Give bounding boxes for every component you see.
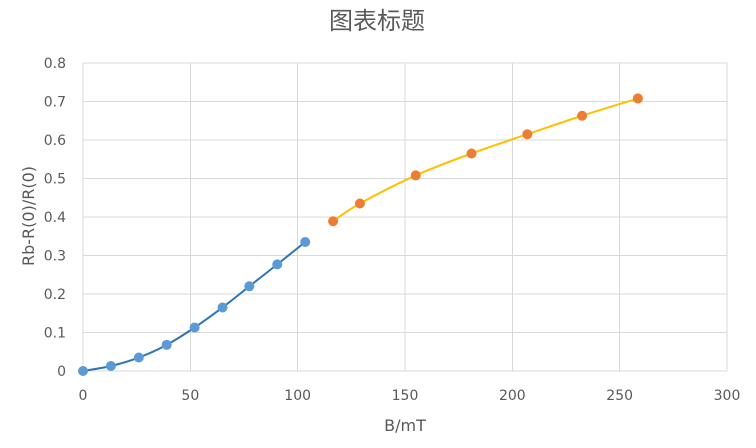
- y-axis-title: Rb-R(0)/R(0): [19, 166, 38, 266]
- data-point: [300, 237, 311, 248]
- data-point: [189, 322, 200, 333]
- y-tick-label: 0.5: [44, 172, 66, 188]
- data-point: [354, 198, 365, 209]
- x-tick-label: 300: [714, 388, 741, 404]
- data-point: [105, 360, 116, 371]
- x-tick-label: 250: [606, 388, 633, 404]
- data-point: [328, 216, 339, 227]
- data-point: [133, 352, 144, 363]
- series-line: [82, 241, 307, 372]
- y-tick-label: 0.6: [44, 133, 66, 149]
- data-point: [522, 129, 533, 140]
- data-point: [466, 148, 477, 159]
- series-2: [328, 93, 643, 227]
- chart-tick-labels: 0 50 100 150 200 250 300 0 0.1 0.2 0.3 0.4 0.5 0.6 0.7…: [44, 56, 741, 404]
- chart-axes: [82, 63, 727, 372]
- series-1: [78, 237, 311, 376]
- data-point: [161, 339, 172, 350]
- y-tick-label: 0.7: [44, 95, 66, 111]
- y-tick-label: 0.8: [44, 56, 66, 72]
- chart-series: [78, 93, 643, 376]
- data-point: [78, 366, 88, 376]
- data-point: [410, 170, 421, 181]
- chart-title: 图表标题: [329, 7, 425, 35]
- y-tick-label: 0.4: [44, 210, 66, 226]
- data-point: [217, 302, 228, 313]
- data-point: [272, 259, 283, 270]
- y-tick-label: 0.1: [44, 326, 66, 342]
- chart-gridlines: [82, 62, 728, 372]
- data-point: [632, 93, 643, 104]
- x-tick-label: 50: [181, 388, 199, 404]
- x-axis-title: B/mT: [384, 416, 426, 435]
- data-point: [244, 281, 255, 292]
- x-tick-label: 100: [284, 388, 311, 404]
- y-tick-label: 0.2: [44, 287, 66, 303]
- series-line: [332, 97, 639, 223]
- data-point: [577, 110, 588, 121]
- x-tick-label: 200: [499, 388, 526, 404]
- x-tick-label: 0: [79, 388, 88, 404]
- y-tick-label: 0.3: [44, 249, 66, 265]
- x-tick-label: 150: [392, 388, 419, 404]
- y-tick-label: 0: [57, 364, 66, 380]
